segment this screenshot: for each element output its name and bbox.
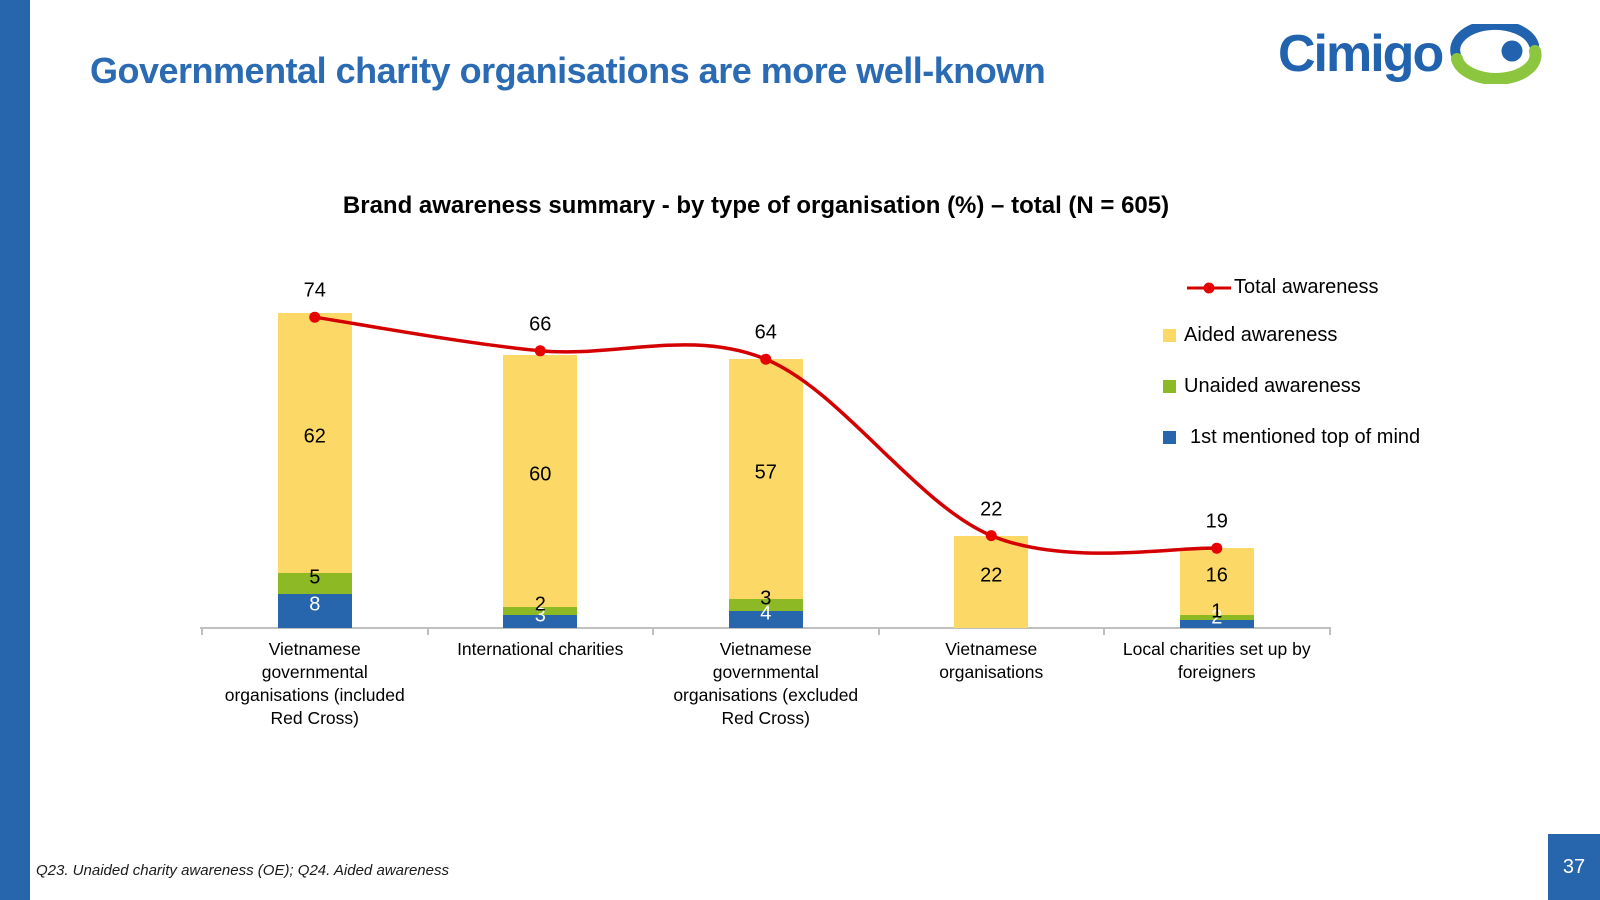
slide-title: Governmental charity organisations are m… bbox=[90, 50, 1046, 91]
unaided-awareness-swatch bbox=[1163, 380, 1176, 393]
legend-item-unaided-awareness: Unaided awareness bbox=[1163, 375, 1361, 398]
bar-segment-aided bbox=[1179, 548, 1254, 616]
bar-segment-label: 3 bbox=[760, 587, 772, 610]
bar-segment-label: 1 bbox=[1211, 600, 1223, 622]
category-label: Vietnamese organisations bbox=[939, 639, 1044, 682]
category-label: Vietnamese governmental organisations (e… bbox=[673, 639, 859, 728]
total-value-label: 64 bbox=[754, 321, 777, 344]
bar-segment-first-mentioned bbox=[503, 615, 578, 628]
bar-segment-first-mentioned bbox=[277, 594, 352, 628]
first-mentioned-swatch bbox=[1163, 431, 1176, 444]
legend-label: Total awareness bbox=[1234, 276, 1379, 298]
axis-tick bbox=[877, 629, 880, 635]
bar-segment-label: 3 bbox=[534, 604, 546, 627]
bar-segment-label: 2 bbox=[534, 593, 546, 616]
cimigo-logo: Cimigo bbox=[1278, 24, 1542, 84]
bar-segment-first-mentioned bbox=[728, 611, 803, 628]
bar-segment-unaided bbox=[1179, 615, 1254, 620]
left-accent-bar bbox=[0, 0, 30, 900]
legend-label: Aided awareness bbox=[1184, 324, 1338, 346]
category-label: Local charities set up by foreigners bbox=[1122, 639, 1311, 682]
legend-item-aided-awareness: Aided awareness bbox=[1163, 324, 1337, 347]
chart-title: Brand awareness summary - by type of org… bbox=[342, 192, 1170, 219]
legend-item-total-awareness: Total awareness bbox=[1186, 276, 1379, 299]
axis-tick bbox=[201, 629, 203, 635]
axis-tick bbox=[1103, 629, 1105, 635]
axis-tick bbox=[1328, 629, 1331, 635]
bar-segment-label: 8 bbox=[309, 593, 321, 616]
bar-segment-label: 22 bbox=[980, 564, 1003, 587]
category-axis-line bbox=[200, 627, 1331, 629]
bar-segment-label: 16 bbox=[1205, 564, 1228, 587]
cimigo-eye-icon bbox=[1450, 24, 1542, 84]
bar-segment-unaided bbox=[503, 607, 578, 616]
bar-segment-label: 2 bbox=[1211, 606, 1223, 629]
total-value-label: 74 bbox=[303, 279, 326, 302]
bar-segment-label: 4 bbox=[760, 602, 772, 625]
legend-label: Unaided awareness bbox=[1184, 375, 1361, 397]
bar-segment-unaided bbox=[728, 598, 803, 612]
bar-segment-first-mentioned bbox=[1179, 619, 1254, 628]
bar-segment-label: 60 bbox=[529, 463, 552, 486]
page-number: 37 bbox=[1562, 855, 1586, 878]
footnote: Q23. Unaided charity awareness (OE); Q24… bbox=[36, 862, 449, 879]
category-label: International charities bbox=[457, 639, 624, 659]
aided-awareness-swatch bbox=[1163, 329, 1176, 342]
line-series-symbol bbox=[1187, 282, 1231, 293]
legend-label: 1st mentioned top of mind bbox=[1190, 426, 1421, 448]
bar-segment-unaided bbox=[277, 573, 352, 595]
bar-segment-label: 5 bbox=[309, 566, 321, 589]
total-value-label: 66 bbox=[529, 313, 552, 336]
axis-tick bbox=[426, 629, 429, 635]
page-number-badge: 37 bbox=[1548, 834, 1600, 900]
total-value-label: 22 bbox=[980, 498, 1003, 521]
category-label: Vietnamese governmental organisations (i… bbox=[224, 639, 405, 728]
legend-item-first-mentioned: 1st mentioned top of mind bbox=[1163, 426, 1420, 449]
cimigo-logo-text: Cimigo bbox=[1278, 25, 1444, 83]
axis-tick bbox=[652, 629, 654, 635]
bar-segment-label: 57 bbox=[754, 461, 777, 484]
bar-segment-label: 62 bbox=[303, 425, 326, 448]
total-value-label: 19 bbox=[1205, 510, 1228, 533]
